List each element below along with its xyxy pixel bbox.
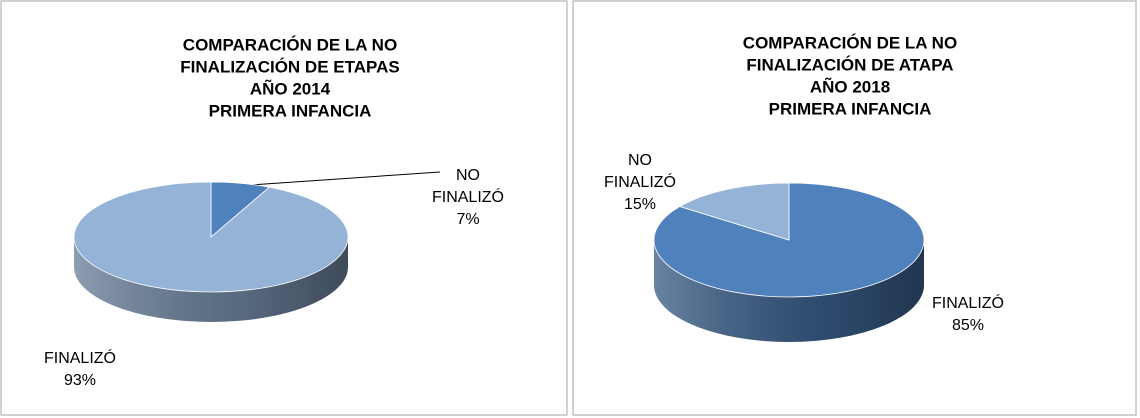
- data-label: NO FINALIZÓ 7%: [423, 165, 513, 231]
- chart-title: FINALIZACIÓN DE ATAPA: [746, 55, 953, 74]
- label-text: 93%: [63, 372, 97, 389]
- side-shade: [74, 237, 348, 322]
- chart-title: PRIMERA INFANCIA: [769, 99, 932, 118]
- data-label: NO FINALIZÓ 15%: [595, 150, 685, 216]
- chart-title: AÑO 2018: [810, 76, 890, 96]
- data-label: FINALIZÓ 93%: [35, 348, 125, 392]
- chart-title: COMPARACIÓN DE LA NO: [743, 33, 957, 52]
- data-label: FINALIZÓ 85%: [923, 293, 1013, 337]
- label-text: 85%: [951, 317, 985, 334]
- chart-title: COMPARACIÓN DE LA NO: [183, 35, 397, 54]
- pie-slice: [73, 181, 349, 293]
- leader-line: [235, 171, 441, 187]
- pie-slice: [678, 182, 790, 241]
- label-text: NO FINALIZÓ: [431, 167, 504, 206]
- label-text: 7%: [456, 211, 480, 228]
- label-text: NO FINALIZÓ: [603, 152, 676, 191]
- side-shade: [654, 240, 924, 342]
- label-text: FINALIZÓ: [43, 350, 116, 367]
- label-text: 15%: [623, 196, 657, 213]
- label-text: FINALIZÓ: [931, 295, 1004, 312]
- chart-title: FINALIZACIÓN DE ETAPAS: [180, 57, 399, 76]
- chart-title: AÑO 2014: [250, 78, 331, 98]
- chart-title: PRIMERA INFANCIA: [209, 101, 372, 120]
